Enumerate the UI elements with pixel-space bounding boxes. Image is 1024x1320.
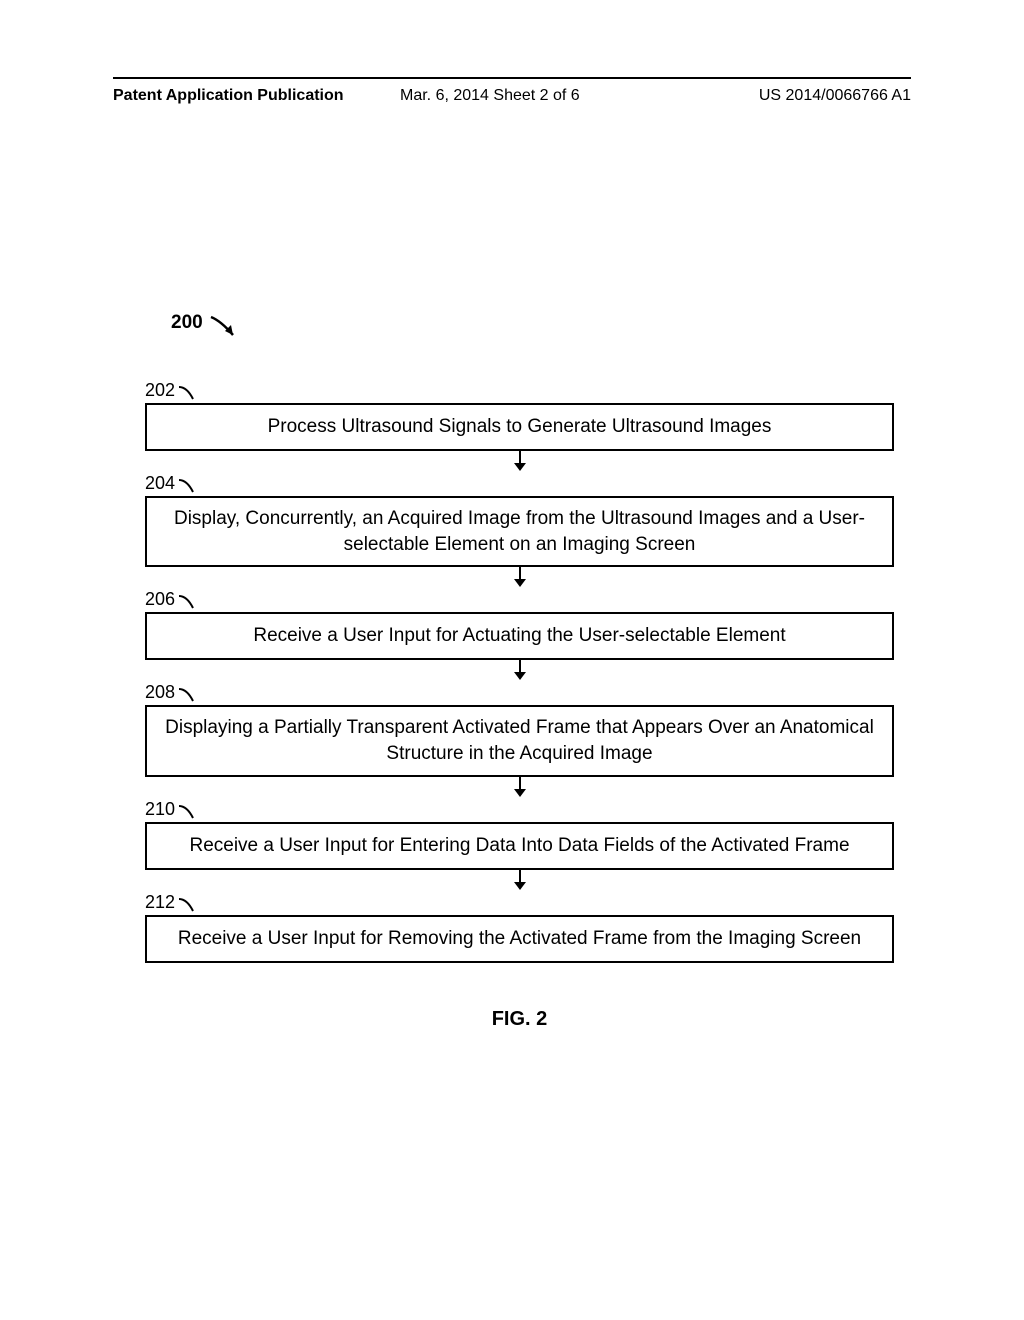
- flow-connector: [145, 870, 894, 892]
- step-ref-text: 202: [145, 380, 175, 401]
- arrow-down-icon: [512, 777, 528, 799]
- step-ref-label: 204: [145, 473, 894, 494]
- flow-connector: [145, 777, 894, 799]
- flow-connector: [145, 660, 894, 682]
- header-patent-number: US 2014/0066766 A1: [759, 87, 911, 105]
- flow-connector: [145, 451, 894, 473]
- step-box: Receive a User Input for Actuating the U…: [145, 612, 894, 660]
- step-ref-text: 212: [145, 892, 175, 913]
- step-ref-label: 208: [145, 682, 894, 703]
- header-rule: [113, 77, 911, 79]
- ref-hook-icon: [177, 383, 199, 401]
- arrow-down-icon: [512, 870, 528, 892]
- step-ref-text: 204: [145, 473, 175, 494]
- step-text: Receive a User Input for Removing the Ac…: [178, 926, 861, 952]
- step-box: Process Ultrasound Signals to Generate U…: [145, 403, 894, 451]
- arrow-down-icon: [512, 567, 528, 589]
- figure-label: FIG. 2: [145, 1008, 894, 1031]
- step-ref-label: 210: [145, 799, 894, 820]
- main-ref-arrow: [209, 315, 245, 352]
- step-text: Receive a User Input for Actuating the U…: [253, 623, 785, 649]
- step-text: Displaying a Partially Transparent Activ…: [159, 715, 880, 766]
- step-box: Receive a User Input for Entering Data I…: [145, 822, 894, 870]
- step-text: Receive a User Input for Entering Data I…: [189, 833, 849, 859]
- flowchart-step: 202 Process Ultrasound Signals to Generat…: [145, 380, 894, 451]
- flowchart-main-ref: 200: [171, 312, 203, 334]
- flowchart-step: 208 Displaying a Partially Transparent Ac…: [145, 682, 894, 776]
- ref-hook-icon: [177, 895, 199, 913]
- ref-hook-icon: [177, 685, 199, 703]
- step-text: Display, Concurrently, an Acquired Image…: [159, 506, 880, 557]
- header-publication: Patent Application Publication: [113, 87, 344, 105]
- flowchart-step: 210 Receive a User Input for Entering Dat…: [145, 799, 894, 870]
- flowchart-step: 204 Display, Concurrently, an Acquired Im…: [145, 473, 894, 567]
- step-ref-text: 208: [145, 682, 175, 703]
- step-text: Process Ultrasound Signals to Generate U…: [268, 414, 772, 440]
- flowchart-diagram: 200 202Process Ultrasound Signals to Gen…: [145, 320, 894, 1031]
- ref-hook-icon: [177, 802, 199, 820]
- step-box: Displaying a Partially Transparent Activ…: [145, 705, 894, 776]
- step-ref-label: 206: [145, 589, 894, 610]
- header-date-sheet: Mar. 6, 2014 Sheet 2 of 6: [400, 87, 580, 105]
- step-ref-label: 212: [145, 892, 894, 913]
- step-ref-text: 210: [145, 799, 175, 820]
- flow-connector: [145, 567, 894, 589]
- flowchart-step: 206 Receive a User Input for Actuating th…: [145, 589, 894, 660]
- page-container: Patent Application Publication Mar. 6, 2…: [0, 0, 1024, 1320]
- step-ref-label: 202: [145, 380, 894, 401]
- arrow-down-icon: [512, 660, 528, 682]
- arrow-down-icon: [512, 451, 528, 473]
- ref-hook-icon: [177, 476, 199, 494]
- flowchart-step: 212Receive a User Input for Removing the…: [145, 892, 894, 963]
- step-ref-text: 206: [145, 589, 175, 610]
- step-box: Receive a User Input for Removing the Ac…: [145, 915, 894, 963]
- step-box: Display, Concurrently, an Acquired Image…: [145, 496, 894, 567]
- ref-hook-icon: [177, 592, 199, 610]
